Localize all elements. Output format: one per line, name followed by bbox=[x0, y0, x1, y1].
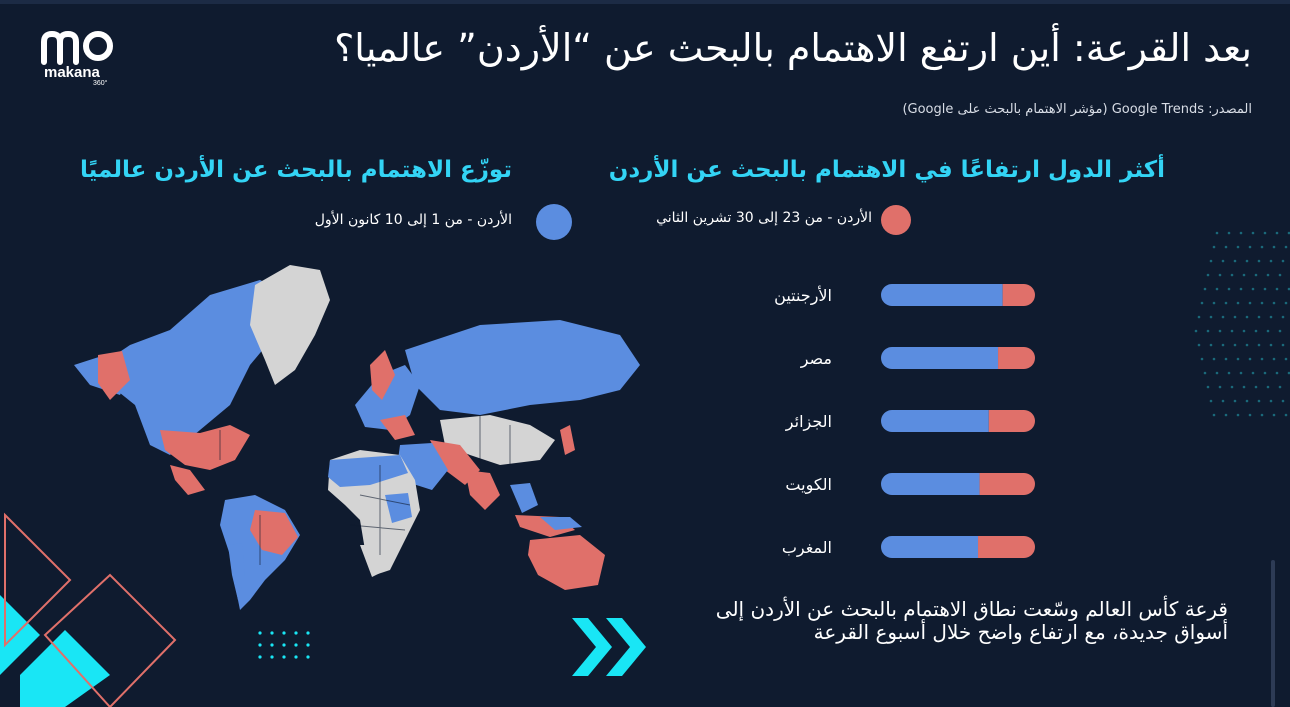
legend-red-swatch bbox=[881, 205, 911, 235]
left-section-heading: توزّع الاهتمام بالبحث عن الأردن عالميًا bbox=[79, 157, 512, 183]
logo-sub: 360° bbox=[93, 80, 108, 87]
top-border bbox=[0, 0, 1290, 4]
summary-caption: قرعة كأس العالم وسّعت نطاق الاهتمام بالب… bbox=[715, 597, 1228, 644]
category-label: مصر bbox=[800, 349, 832, 369]
category-label: الكويت bbox=[785, 475, 832, 495]
double-chevron-right-icon bbox=[572, 618, 646, 676]
legend-blue-swatch bbox=[536, 204, 572, 240]
category-label: المغرب bbox=[782, 538, 832, 558]
bar-segment-red bbox=[988, 410, 1035, 432]
bar-segment-blue bbox=[881, 410, 989, 432]
bar-segment-red bbox=[1002, 284, 1035, 306]
legend-blue-label: الأردن - من 1 إلى 10 كانون الأول bbox=[314, 212, 512, 228]
bar-segment-blue bbox=[881, 347, 999, 369]
logo-name: makana bbox=[44, 64, 100, 81]
bar-segment-blue bbox=[881, 284, 1003, 306]
source-note: المصدر: Google Trends (مؤشر الاهتمام بال… bbox=[902, 102, 1252, 117]
bar-segment-red bbox=[979, 473, 1035, 495]
bar-segment-blue bbox=[881, 473, 980, 495]
legend-red-label: الأردن - من 23 إلى 30 تشرين الثاني bbox=[656, 210, 872, 226]
right-section-heading: أكثر الدول ارتفاعًا في الاهتمام بالبحث ع… bbox=[608, 157, 1165, 183]
decorative-shapes bbox=[0, 512, 177, 707]
bar-segment-red bbox=[978, 536, 1035, 558]
makana-logo bbox=[41, 30, 113, 65]
category-label: الأرجنتين bbox=[774, 285, 832, 306]
category-label: الجزائر bbox=[785, 412, 832, 432]
bar-segment-red bbox=[998, 347, 1035, 369]
decorative-dots bbox=[258, 631, 310, 659]
bar-segment-blue bbox=[881, 536, 979, 558]
world-map-icon bbox=[74, 265, 640, 610]
decorative-dot-arc bbox=[1194, 231, 1290, 417]
scrollbar[interactable] bbox=[1271, 560, 1275, 707]
page-title: بعد القرعة: أين ارتفع الاهتمام بالبحث عن… bbox=[334, 26, 1252, 70]
stacked-bar-chart: الأرجنتين مصر الجزائر الكويت المغرب bbox=[774, 284, 1035, 558]
